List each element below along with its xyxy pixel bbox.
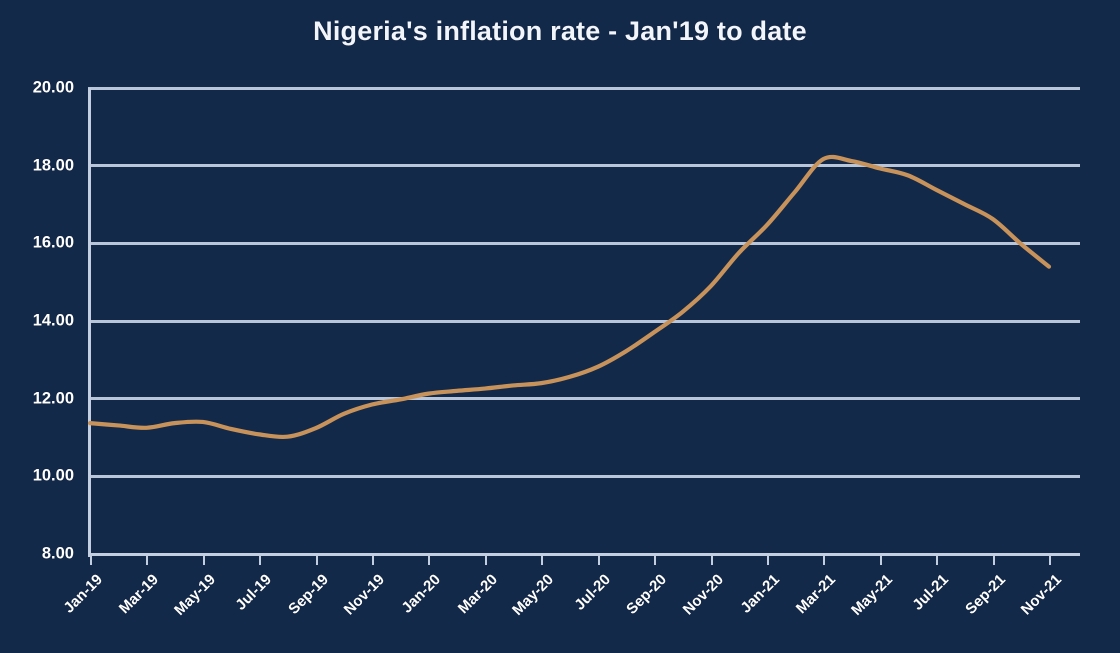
x-tick <box>992 556 995 565</box>
x-tick <box>259 556 262 565</box>
x-tick <box>146 556 149 565</box>
y-axis-line <box>88 88 91 557</box>
x-tick <box>710 556 713 565</box>
y-tick-label: 14.00 <box>32 311 74 330</box>
x-tick <box>823 556 826 565</box>
y-tick-label: 12.00 <box>32 389 74 408</box>
y-tick-label: 8.00 <box>41 544 74 563</box>
x-tick <box>597 556 600 565</box>
x-tick <box>766 556 769 565</box>
y-tick-label: 20.00 <box>32 78 74 97</box>
x-tick <box>654 556 657 565</box>
chart-title: Nigeria's inflation rate - Jan'19 to dat… <box>313 16 807 46</box>
x-tick <box>1048 556 1051 565</box>
y-tick-label: 18.00 <box>32 156 74 175</box>
y-tick-label: 16.00 <box>32 233 74 252</box>
x-tick <box>936 556 939 565</box>
y-tick-label: 10.00 <box>32 466 74 485</box>
x-axis-line <box>88 552 1080 556</box>
gridline <box>88 319 1080 323</box>
x-tick <box>90 556 92 565</box>
x-tick <box>484 556 487 565</box>
x-tick <box>541 556 544 565</box>
gridline <box>88 86 1080 90</box>
x-tick <box>372 556 375 565</box>
gridline <box>88 474 1080 478</box>
gridline <box>88 164 1080 168</box>
x-tick <box>428 556 431 565</box>
y-axis-tick-labels: 8.00 10.00 12.00 14.00 16.00 18.00 20.00 <box>0 0 74 653</box>
x-tick <box>315 556 318 565</box>
x-tick <box>879 556 882 565</box>
x-tick <box>202 556 205 565</box>
gridline <box>88 397 1080 401</box>
gridline <box>88 241 1080 245</box>
